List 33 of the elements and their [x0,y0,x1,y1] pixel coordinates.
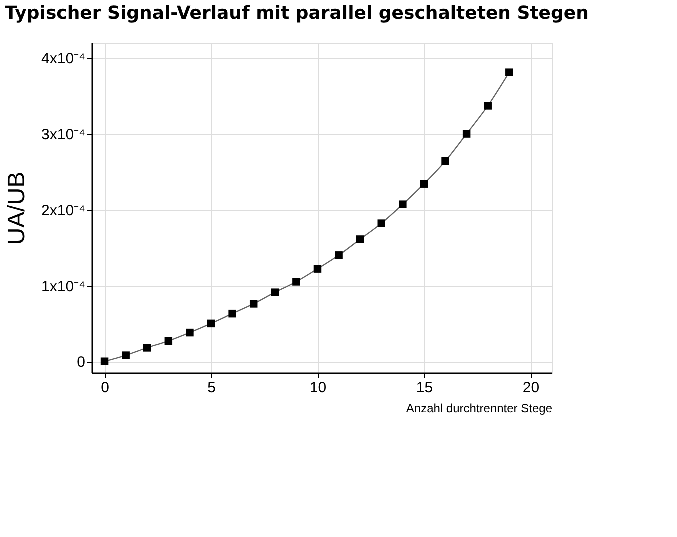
y-tick-label: 0 [77,354,86,372]
chart-title: Typischer Signal-Verlauf mit parallel geschalteten Stegen [5,3,589,24]
point [143,344,152,352]
y-axis-title: UA/UB [4,172,31,246]
point [506,68,514,76]
x-tick-label: 20 [522,380,540,396]
x-tick-label: 10 [310,380,327,396]
point [271,288,280,296]
point [484,102,492,110]
y-tick-label: 2x10⁻⁴ [42,202,86,220]
x-axis-title: Anzahl durchtrennter Stege [406,402,553,416]
y-tick-label: 1x10⁻⁴ [42,278,86,296]
point [420,180,428,188]
point [462,130,471,138]
point [228,310,236,318]
x-tick-label: 0 [101,380,110,396]
point [378,220,386,228]
y-tick-label: 4x10⁻⁴ [42,50,86,68]
point [335,252,343,260]
point [100,358,109,366]
point [186,328,194,337]
point [442,157,450,166]
point [164,337,173,346]
point [292,278,300,286]
point [314,265,322,273]
point [356,236,364,244]
point [207,320,216,328]
point [250,300,258,308]
y-tick-label: 3x10⁻⁴ [42,126,86,144]
point [122,352,130,360]
x-tick-label: 15 [416,380,434,396]
point [399,200,407,208]
x-tick-label: 5 [208,380,216,396]
